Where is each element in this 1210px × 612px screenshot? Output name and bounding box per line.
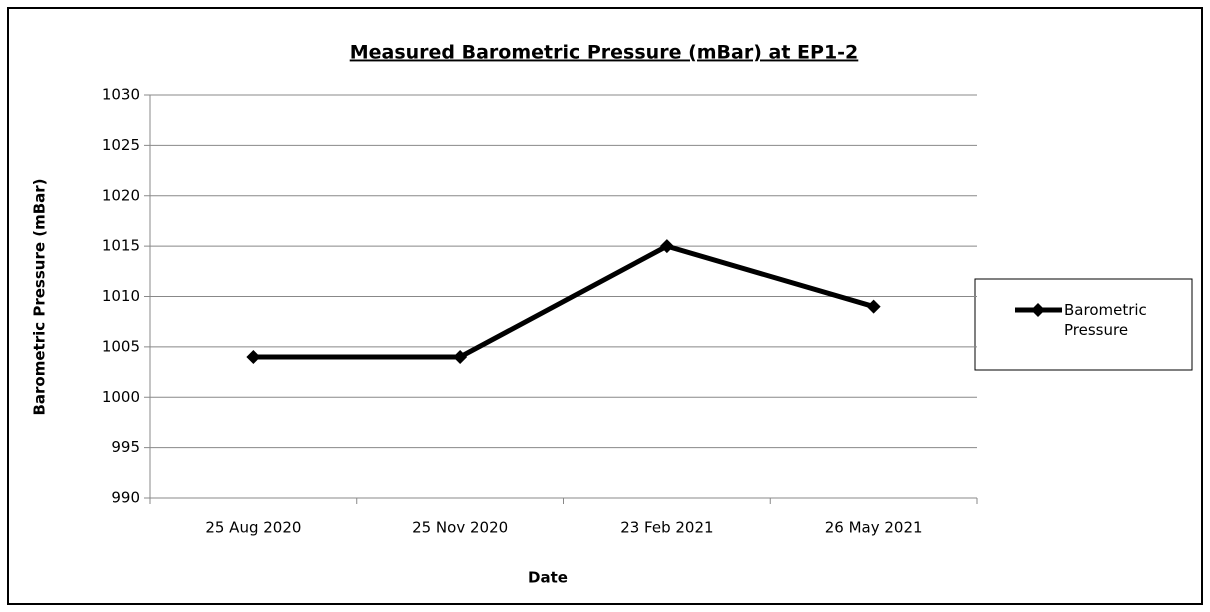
x-tick-label: 25 Aug 2020 <box>205 519 301 537</box>
marker <box>659 239 674 254</box>
legend-label: Barometric Pressure <box>1064 301 1147 339</box>
series-line <box>253 243 875 360</box>
legend-marker <box>1031 303 1045 317</box>
marker <box>866 299 881 314</box>
y-axis-title: Barometric Pressure (mBar) <box>31 178 49 415</box>
y-tick-label: 1010 <box>102 287 140 305</box>
y-tick-label: 1025 <box>102 136 140 154</box>
x-tick-label: 23 Feb 2021 <box>620 519 713 537</box>
marker <box>246 349 261 364</box>
legend-box <box>974 278 1193 371</box>
y-tick-label: 1015 <box>102 237 140 255</box>
marker <box>453 349 468 364</box>
chart-title: Measured Barometric Pressure (mBar) at E… <box>350 42 859 64</box>
y-tick-label: 1000 <box>102 388 140 406</box>
y-tick-label: 1005 <box>102 337 140 355</box>
y-tick-label: 1030 <box>102 86 140 104</box>
y-tick-label: 995 <box>111 438 140 456</box>
y-tick-label: 1020 <box>102 186 140 204</box>
x-axis-title: Date <box>528 569 568 587</box>
x-tick-label: 26 May 2021 <box>825 519 923 537</box>
y-tick-label: 990 <box>111 489 140 507</box>
x-tick-label: 25 Nov 2020 <box>412 519 508 537</box>
